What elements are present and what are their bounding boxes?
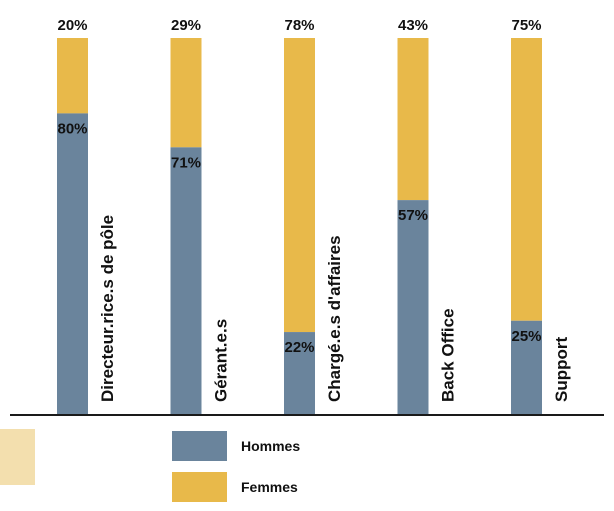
bar-hommes-4: [511, 320, 542, 415]
bar-hommes-0: [57, 113, 88, 416]
bar-femmes-4: [511, 38, 542, 321]
legend: Hommes Femmes: [172, 431, 300, 502]
bar-hommes-2: [284, 332, 315, 415]
bar-femmes-3: [397, 38, 429, 201]
label-hommes-4: 25%: [511, 328, 541, 345]
label-hommes-3: 57%: [398, 207, 428, 224]
bar-hommes-3: [397, 200, 429, 415]
legend-swatch-hommes: [172, 431, 227, 461]
label-femmes-0: 20%: [57, 17, 87, 34]
category-label-2: Chargé.e.s d'affaires: [325, 235, 344, 402]
category-label-3: Back Office: [439, 308, 458, 402]
category-labels-group: Directeur.rice.s de pôle Gérant.e.s Chargé…: [98, 215, 571, 402]
bars-group: [57, 38, 542, 416]
bar-femmes-1: [170, 38, 202, 148]
category-label-1: Gérant.e.s: [212, 319, 231, 402]
bar-femmes-2: [284, 38, 315, 333]
legend-label-femmes: Femmes: [241, 479, 298, 495]
category-label-0: Directeur.rice.s de pôle: [98, 215, 117, 402]
value-labels-group: 20% 80% 29% 71% 78% 22% 43% 57% 75% 25%: [57, 17, 541, 356]
label-femmes-1: 29%: [171, 17, 201, 34]
label-femmes-2: 78%: [284, 17, 314, 34]
legend-swatch-femmes: [172, 472, 227, 502]
side-color-swatch: [0, 429, 35, 485]
bar-femmes-0: [57, 38, 88, 114]
bar-hommes-1: [170, 147, 202, 415]
category-label-4: Support: [552, 337, 571, 402]
label-femmes-3: 43%: [398, 17, 428, 34]
label-hommes-2: 22%: [284, 339, 314, 356]
label-hommes-0: 80%: [57, 120, 87, 137]
legend-label-hommes: Hommes: [241, 438, 300, 454]
label-femmes-4: 75%: [511, 17, 541, 34]
label-hommes-1: 71%: [171, 154, 201, 171]
